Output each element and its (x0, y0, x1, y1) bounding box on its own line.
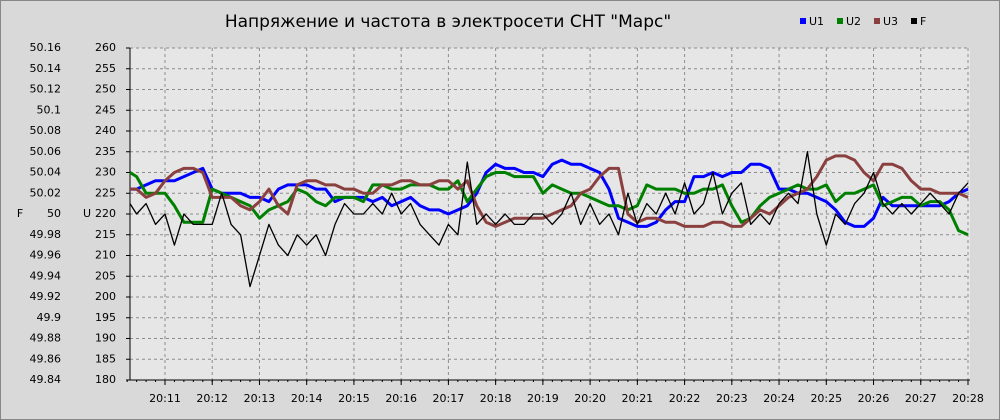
x-tick-label: 20:21 (621, 392, 653, 405)
y-tick-label: 49.88 (30, 332, 62, 345)
x-tick-label: 20:23 (716, 392, 748, 405)
x-tick-label: 20:22 (669, 392, 701, 405)
y-axis-label: F (17, 207, 23, 220)
y2-tick-label: 185 (95, 352, 116, 365)
y-tick-label: 50.04 (30, 166, 62, 179)
y2-tick-label: 205 (95, 269, 116, 282)
y-tick-label: 50 (47, 207, 61, 220)
x-tick-label: 20:24 (763, 392, 795, 405)
series-line (129, 151, 969, 288)
y2-tick-label: 260 (95, 41, 116, 54)
y2-tick-label: 255 (95, 62, 116, 75)
legend-swatch (837, 18, 843, 24)
y-tick-label: 50.16 (30, 41, 62, 54)
y-tick-label: 50.14 (30, 62, 62, 75)
legend-swatch (874, 18, 880, 24)
y2-tick-label: 180 (95, 373, 116, 386)
x-tick-label: 20:12 (196, 392, 228, 405)
y-tick-label: 50.08 (30, 124, 62, 137)
y2-tick-label: 210 (95, 249, 116, 262)
y-tick-label: 49.84 (30, 373, 62, 386)
y-tick-label: 50.12 (30, 83, 62, 96)
y2-tick-label: 190 (95, 332, 116, 345)
x-tick-label: 20:20 (574, 392, 606, 405)
x-tick-label: 20:26 (858, 392, 890, 405)
chart-title: Напряжение и частота в электросети СНТ "… (225, 12, 671, 32)
legend-label: F (920, 15, 926, 28)
y2-tick-label: 250 (95, 83, 116, 96)
y2-tick-label: 200 (95, 290, 116, 303)
x-tick-label: 20:14 (291, 392, 323, 405)
x-tick-label: 20:15 (338, 392, 370, 405)
y2-tick-label: 195 (95, 311, 116, 324)
y2-tick-label: 225 (95, 186, 116, 199)
y-tick-label: 50.02 (30, 186, 62, 199)
x-tick-label: 20:27 (905, 392, 937, 405)
y-tick-label: 49.96 (30, 249, 62, 262)
series-line (130, 158, 969, 228)
x-tick-label: 20:17 (433, 392, 465, 405)
y2-tick-label: 215 (95, 228, 116, 241)
series-line (130, 154, 969, 228)
x-tick-label: 20:19 (527, 392, 559, 405)
y2-tick-label: 220 (95, 207, 116, 220)
y-tick-label: 49.86 (30, 352, 62, 365)
y-tick-label: 50.06 (30, 145, 62, 158)
x-tick-label: 20:16 (385, 392, 417, 405)
y2-tick-label: 245 (95, 103, 116, 116)
y2-tick-label: 230 (95, 166, 116, 179)
legend-swatch (800, 18, 806, 24)
x-tick-label: 20:28 (952, 392, 984, 405)
series-line (129, 171, 969, 237)
y2-tick-label: 235 (95, 145, 116, 158)
legend-swatch (911, 18, 917, 24)
x-tick-label: 20:18 (480, 392, 512, 405)
y-tick-label: 49.9 (37, 311, 62, 324)
y-tick-label: 49.92 (30, 290, 62, 303)
y2-axis-label: U (83, 207, 91, 220)
y2-tick-label: 240 (95, 124, 116, 137)
y-tick-label: 49.94 (30, 269, 62, 282)
y-tick-label: 50.1 (37, 103, 62, 116)
legend-label: U1 (809, 15, 824, 28)
x-tick-label: 20:13 (244, 392, 276, 405)
legend-label: U2 (846, 15, 861, 28)
legend-label: U3 (883, 15, 898, 28)
x-tick-label: 20:11 (149, 392, 181, 405)
x-tick-label: 20:25 (810, 392, 842, 405)
y-tick-label: 49.98 (30, 228, 62, 241)
